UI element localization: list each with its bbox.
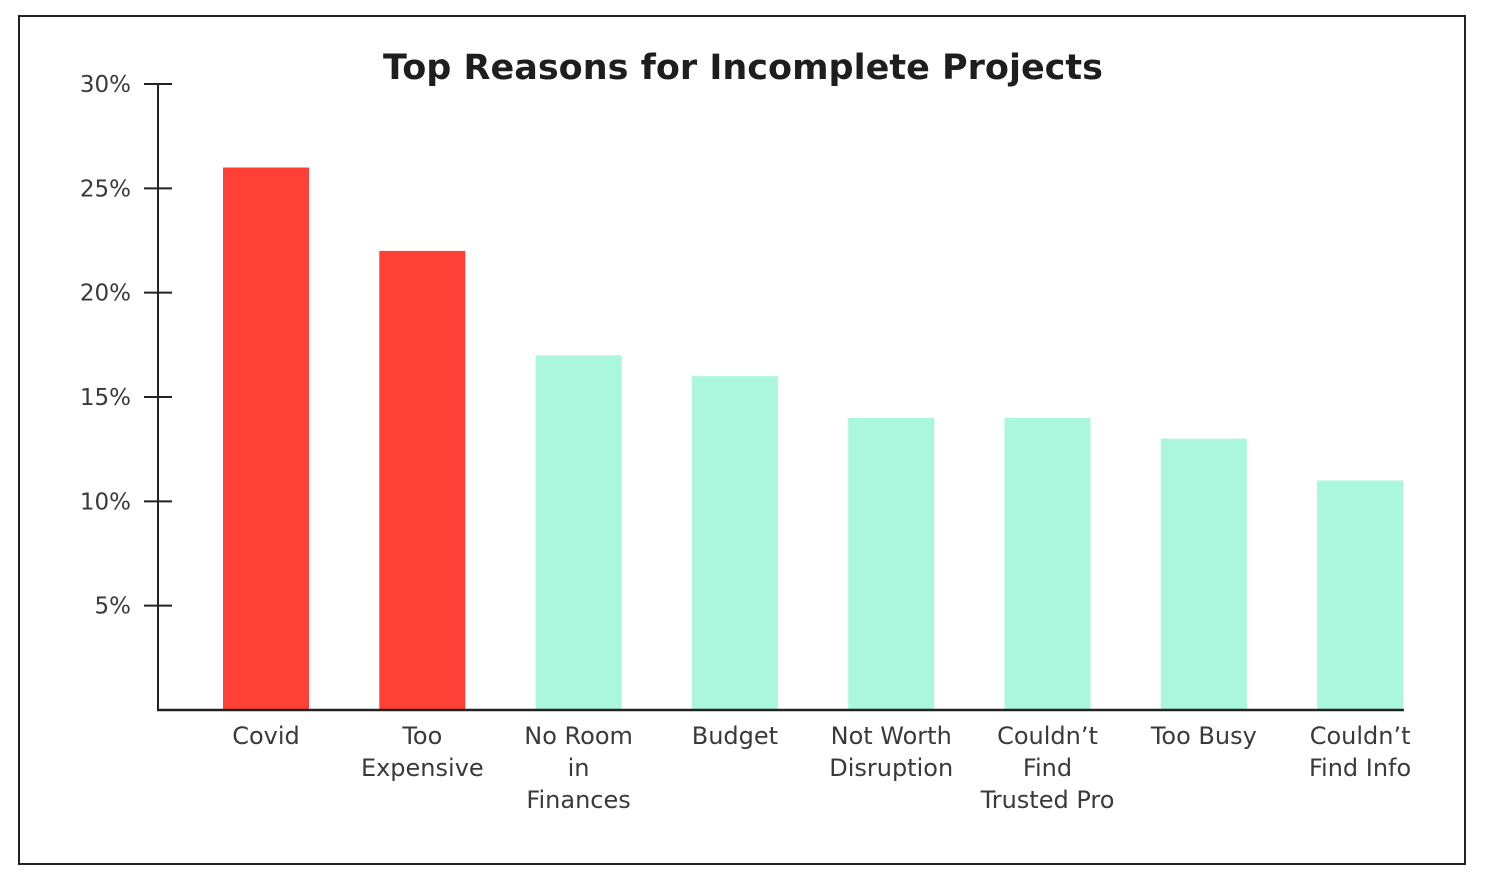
- x-category-label: Couldn’t Find Trusted Pro: [980, 722, 1115, 814]
- x-category-label-line: Find: [1023, 754, 1072, 782]
- x-category-label-line: Find Info: [1309, 754, 1411, 782]
- x-category-label-line: in: [568, 754, 590, 782]
- x-category-label-line: Covid: [232, 722, 300, 750]
- x-category-label-line: Expensive: [361, 754, 484, 782]
- x-category-label-line: Disruption: [829, 754, 953, 782]
- x-category-label: Too Busy: [1150, 722, 1257, 750]
- y-tick-label: 30%: [80, 72, 131, 98]
- x-category-label-line: Trusted Pro: [980, 786, 1115, 814]
- x-category-label: Too Expensive: [361, 722, 484, 782]
- bar-1: [223, 167, 309, 710]
- bar-6: [1004, 417, 1091, 710]
- x-category-label-line: Too: [401, 722, 442, 750]
- chart-title: Top Reasons for Incomplete Projects: [383, 48, 1103, 88]
- x-category-label-line: Not Worth: [831, 722, 952, 750]
- x-category-label: Couldn’t Find Info: [1309, 722, 1411, 782]
- x-category-label-line: No Room: [524, 722, 633, 750]
- bar-8: [1317, 480, 1404, 710]
- bar-5: [848, 417, 935, 710]
- y-tick-label: 25%: [80, 176, 131, 202]
- bars-group: [223, 167, 1404, 710]
- y-tick-label: 5%: [95, 594, 132, 620]
- x-labels-group: Covid Too Expensive No Room in Finances Budget…: [232, 722, 1411, 814]
- y-tick-label: 15%: [80, 385, 131, 411]
- y-ticks-group: 5% 10% 15% 20% 25% 30%: [80, 72, 172, 620]
- x-category-label: Not Worth Disruption: [829, 722, 953, 782]
- x-category-label-line: Budget: [692, 722, 778, 750]
- y-tick-label: 10%: [80, 489, 131, 515]
- bar-4: [691, 376, 778, 710]
- x-category-label: Budget: [692, 722, 778, 750]
- bar-7: [1160, 438, 1247, 710]
- x-category-label-line: Too Busy: [1150, 722, 1257, 750]
- bar-3: [535, 355, 622, 710]
- x-category-label: No Room in Finances: [524, 722, 633, 814]
- bar-2: [379, 250, 466, 710]
- x-category-label-line: Couldn’t: [997, 722, 1098, 750]
- x-category-label: Covid: [232, 722, 300, 750]
- x-category-label-line: Finances: [526, 786, 630, 814]
- x-category-label-line: Couldn’t: [1310, 722, 1411, 750]
- y-tick-label: 20%: [80, 281, 131, 307]
